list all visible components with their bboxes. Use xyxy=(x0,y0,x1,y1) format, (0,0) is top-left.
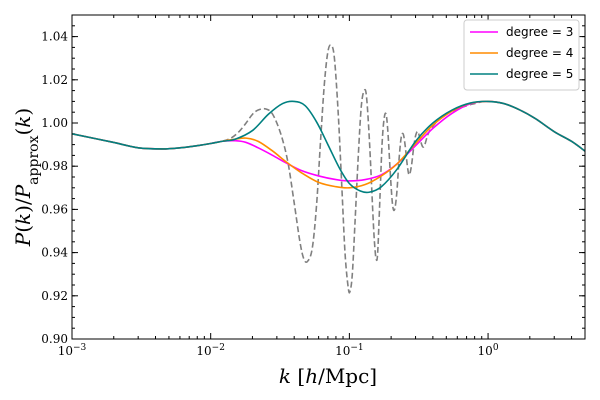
legend-box xyxy=(463,19,580,91)
y-tick-label: 0.94 xyxy=(41,246,68,260)
x-tick-label: 100 xyxy=(478,343,499,358)
y-tick-label: 1.04 xyxy=(41,30,68,44)
x-tick-label: 10−1 xyxy=(335,343,364,358)
y-tick-label: 1.02 xyxy=(41,73,68,87)
y-tick-label: 1.00 xyxy=(41,116,68,130)
legend: degree = 3 degree = 4 degree = 5 xyxy=(463,19,580,91)
x-tick-label: 10−2 xyxy=(196,343,225,358)
legend-label-degree4: degree = 4 xyxy=(506,46,573,60)
plot-frame xyxy=(71,14,586,340)
x-tick-label: 10−3 xyxy=(58,343,87,358)
tick-labels: 10−3 10−2 10−1 100 0.90 0.92 0.94 0.96 0.98 1.00 1… xyxy=(41,30,499,358)
series-line-degree5 xyxy=(72,100,585,194)
legend-label-degree5: degree = 5 xyxy=(506,67,573,81)
series-line-data xyxy=(72,44,585,294)
legend-label-degree3: degree = 3 xyxy=(506,25,573,39)
y-tick-label: 0.98 xyxy=(41,159,68,173)
y-tick-label: 0.92 xyxy=(41,289,68,303)
x-axis-title: k [h/Mpc] xyxy=(279,364,377,388)
major-ticks xyxy=(71,15,585,340)
y-tick-label: 0.96 xyxy=(41,202,68,216)
y-axis-title: P(k)/Papprox(k) xyxy=(11,108,42,247)
svg-text:P(k)/Papprox(k): P(k)/Papprox(k) xyxy=(11,108,42,247)
series-layer xyxy=(72,44,585,294)
y-tick-label: 0.90 xyxy=(41,332,68,346)
